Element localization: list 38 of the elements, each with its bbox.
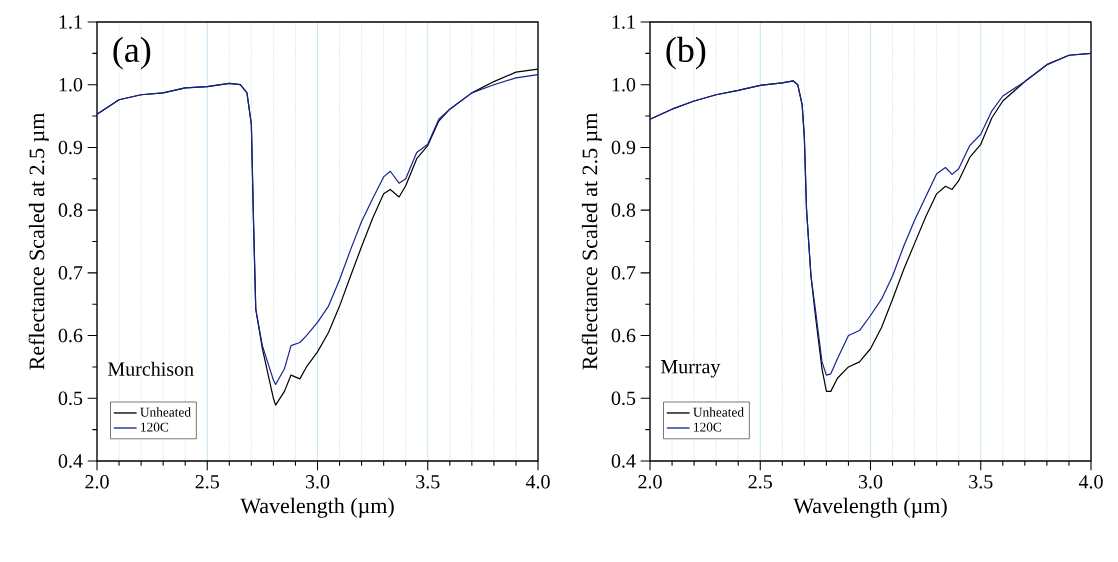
- legend-label: 120C: [694, 422, 722, 432]
- x-tick-label: 3.5: [969, 475, 993, 489]
- legend-label: 120C: [141, 422, 169, 432]
- y-tick-label: 0.5: [58, 391, 83, 406]
- x-tick-label: 2.5: [748, 475, 772, 489]
- y-tick-label: 0.9: [611, 140, 636, 155]
- annotation: Murchison: [108, 361, 194, 376]
- y-tick-label: 1.0: [612, 77, 636, 92]
- y-tick-label: 0.7: [58, 266, 83, 280]
- legend-label: Unheated: [140, 407, 191, 417]
- y-tick-label: 0.6: [611, 328, 636, 343]
- annotation: (a): [113, 36, 151, 70]
- x-axis-title: Wavelength (µm): [240, 497, 394, 518]
- y-tick-label: 1.0: [59, 77, 83, 92]
- annotation: Murray: [661, 360, 721, 378]
- y-tick-label: 0.4: [58, 454, 83, 468]
- legend-label: Unheated: [693, 407, 744, 417]
- y-axis-title: Reflectance Scaled at 2.5 µm: [28, 113, 49, 370]
- y-tick-label: 0.4: [611, 454, 636, 468]
- x-tick-label: 3.0: [305, 475, 330, 489]
- x-tick-label: 4.0: [525, 475, 550, 489]
- y-tick-label: 0.7: [611, 266, 636, 280]
- x-tick-label: 4.0: [1078, 475, 1103, 489]
- y-tick-label: 0.5: [611, 391, 636, 406]
- x-tick-label: 2.0: [638, 475, 662, 489]
- annotation: (b): [666, 36, 706, 70]
- x-tick-label: 2.0: [85, 475, 109, 489]
- y-tick-label: 0.8: [58, 203, 83, 217]
- y-tick-label: 1.1: [612, 15, 635, 29]
- y-tick-label: 0.6: [58, 328, 83, 343]
- x-tick-label: 3.5: [416, 475, 440, 489]
- x-axis-title: Wavelength (µm): [793, 497, 947, 518]
- y-axis-title: Reflectance Scaled at 2.5 µm: [581, 113, 602, 370]
- x-tick-label: 2.5: [195, 475, 219, 489]
- x-tick-label: 3.0: [858, 475, 883, 489]
- y-tick-label: 0.9: [58, 140, 83, 155]
- y-tick-label: 0.8: [611, 203, 636, 217]
- y-tick-label: 1.1: [59, 15, 82, 29]
